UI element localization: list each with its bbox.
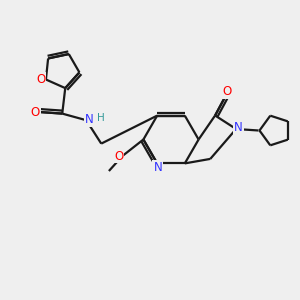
Text: N: N <box>153 160 162 173</box>
Text: O: O <box>31 106 40 118</box>
Text: H: H <box>98 113 105 123</box>
Text: O: O <box>222 85 231 98</box>
Text: O: O <box>114 149 123 163</box>
Text: O: O <box>36 73 45 86</box>
Text: N: N <box>85 113 94 126</box>
Text: N: N <box>234 121 243 134</box>
